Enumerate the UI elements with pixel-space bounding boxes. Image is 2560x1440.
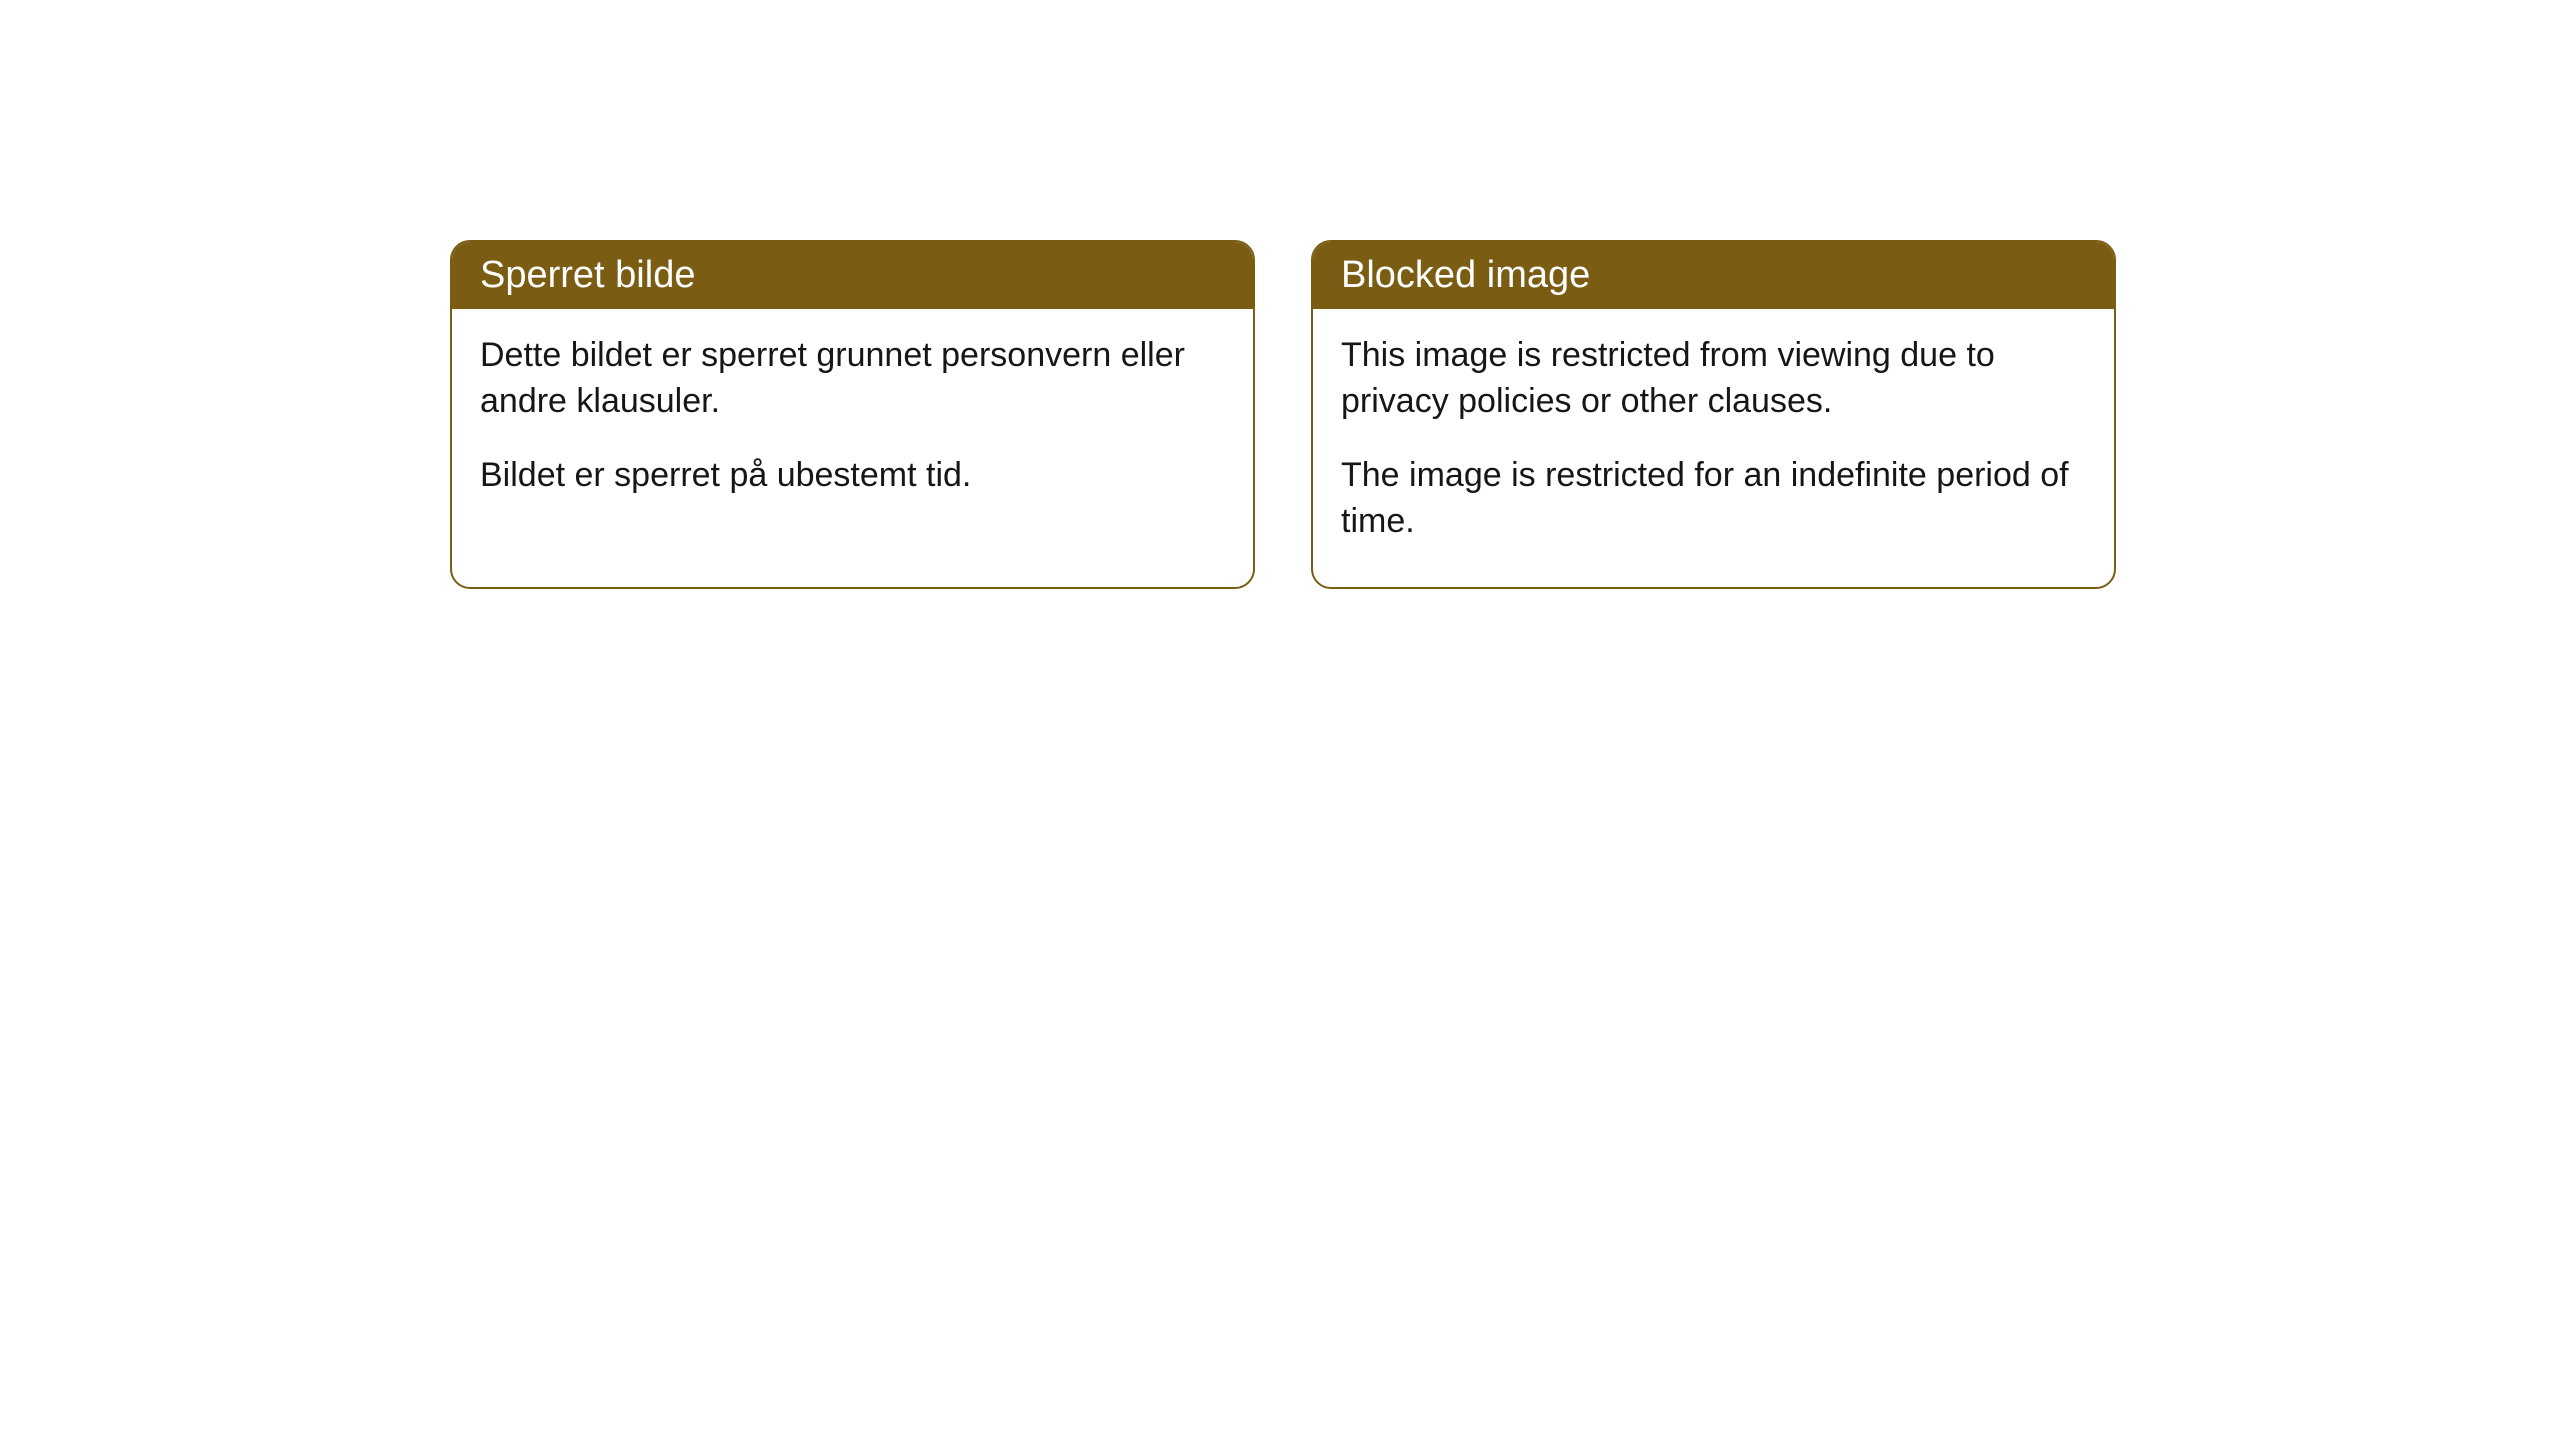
card-paragraph: Bildet er sperret på ubestemt tid. [480,453,1225,499]
notice-card-english: Blocked image This image is restricted f… [1311,240,2116,589]
card-paragraph: Dette bildet er sperret grunnet personve… [480,333,1225,425]
card-paragraph: The image is restricted for an indefinit… [1341,453,2086,545]
card-header: Blocked image [1313,242,2114,309]
notice-card-norwegian: Sperret bilde Dette bildet er sperret gr… [450,240,1255,589]
notice-cards-container: Sperret bilde Dette bildet er sperret gr… [450,240,2116,589]
card-body: This image is restricted from viewing du… [1313,309,2114,587]
card-paragraph: This image is restricted from viewing du… [1341,333,2086,425]
card-body: Dette bildet er sperret grunnet personve… [452,309,1253,541]
card-header: Sperret bilde [452,242,1253,309]
card-title: Blocked image [1341,254,1590,296]
card-title: Sperret bilde [480,254,695,296]
